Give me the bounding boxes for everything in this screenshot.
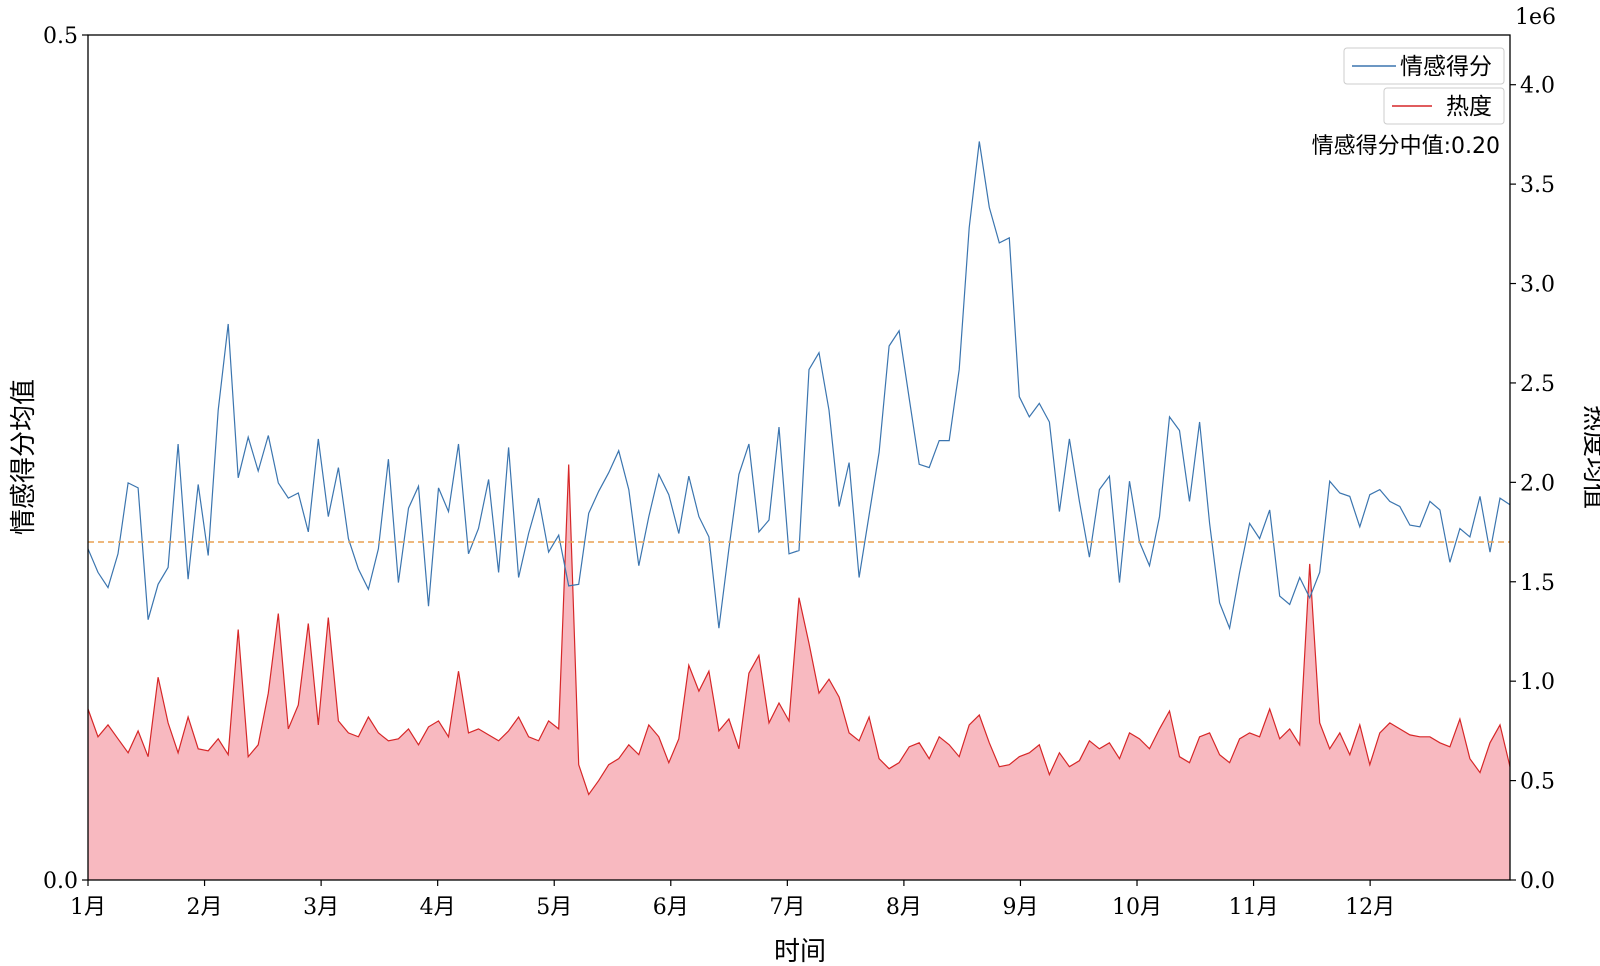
right-y-axis-title: 热度均值 — [1579, 405, 1600, 509]
right-y-tick-label: 0.5 — [1520, 770, 1555, 795]
right-y-tick-label: 0.0 — [1520, 869, 1555, 894]
sentiment-series-line — [87, 141, 1511, 631]
legend-label-sentiment: 情感得分 — [1400, 54, 1492, 80]
x-tick-label: 10月 — [1112, 895, 1162, 920]
x-tick-label: 2月 — [187, 895, 223, 920]
x-tick-label: 5月 — [536, 895, 572, 920]
x-tick-label: 9月 — [1002, 895, 1038, 920]
legend-box-sentiment — [1343, 47, 1505, 85]
x-tick-label: 11月 — [1229, 895, 1279, 920]
right-y-tick-label: 3.5 — [1520, 173, 1555, 198]
legend: 情感得分 热度 — [1343, 47, 1505, 125]
right-y-tick-label: 4.0 — [1520, 74, 1555, 99]
x-tick-label: 8月 — [886, 895, 922, 920]
left-y-axis-title: 情感得分均值 — [9, 379, 39, 535]
left-y-axis-ticks: 0.0 0.5 — [43, 24, 88, 894]
legend-box-heat — [1383, 87, 1505, 125]
left-y-tick-label: 0.5 — [43, 24, 78, 49]
x-tick-label: 4月 — [420, 895, 456, 920]
right-y-tick-label: 2.5 — [1520, 372, 1555, 397]
x-tick-label: 12月 — [1345, 895, 1395, 920]
right-y-tick-label: 1.0 — [1520, 670, 1555, 695]
x-axis-title: 时间 — [774, 937, 826, 966]
heat-series-line — [87, 464, 1511, 796]
x-tick-label: 7月 — [769, 895, 805, 920]
left-y-tick-label: 0.0 — [43, 869, 78, 894]
x-tick-label: 3月 — [303, 895, 339, 920]
x-tick-label: 6月 — [653, 895, 689, 920]
heat-area-fill — [88, 464, 1510, 880]
right-y-tick-label: 2.0 — [1520, 471, 1555, 496]
median-annotation: 情感得分中值:0.20 — [1312, 134, 1500, 159]
right-y-tick-label: 3.0 — [1520, 273, 1555, 298]
x-axis-ticks: 1月 2月 3月 4月 5月 6月 7月 8月 9月 10月 11月 12月 — [70, 880, 1395, 920]
plot-border — [87, 34, 1511, 881]
legend-label-heat: 热度 — [1446, 94, 1492, 120]
right-y-axis-ticks: 0.0 0.5 1.0 1.5 2.0 2.5 3.0 3.5 4.0 — [1510, 74, 1555, 894]
x-tick-label: 1月 — [70, 895, 106, 920]
right-y-tick-label: 1.5 — [1520, 571, 1555, 596]
right-axis-multiplier: 1e6 — [1515, 5, 1556, 30]
